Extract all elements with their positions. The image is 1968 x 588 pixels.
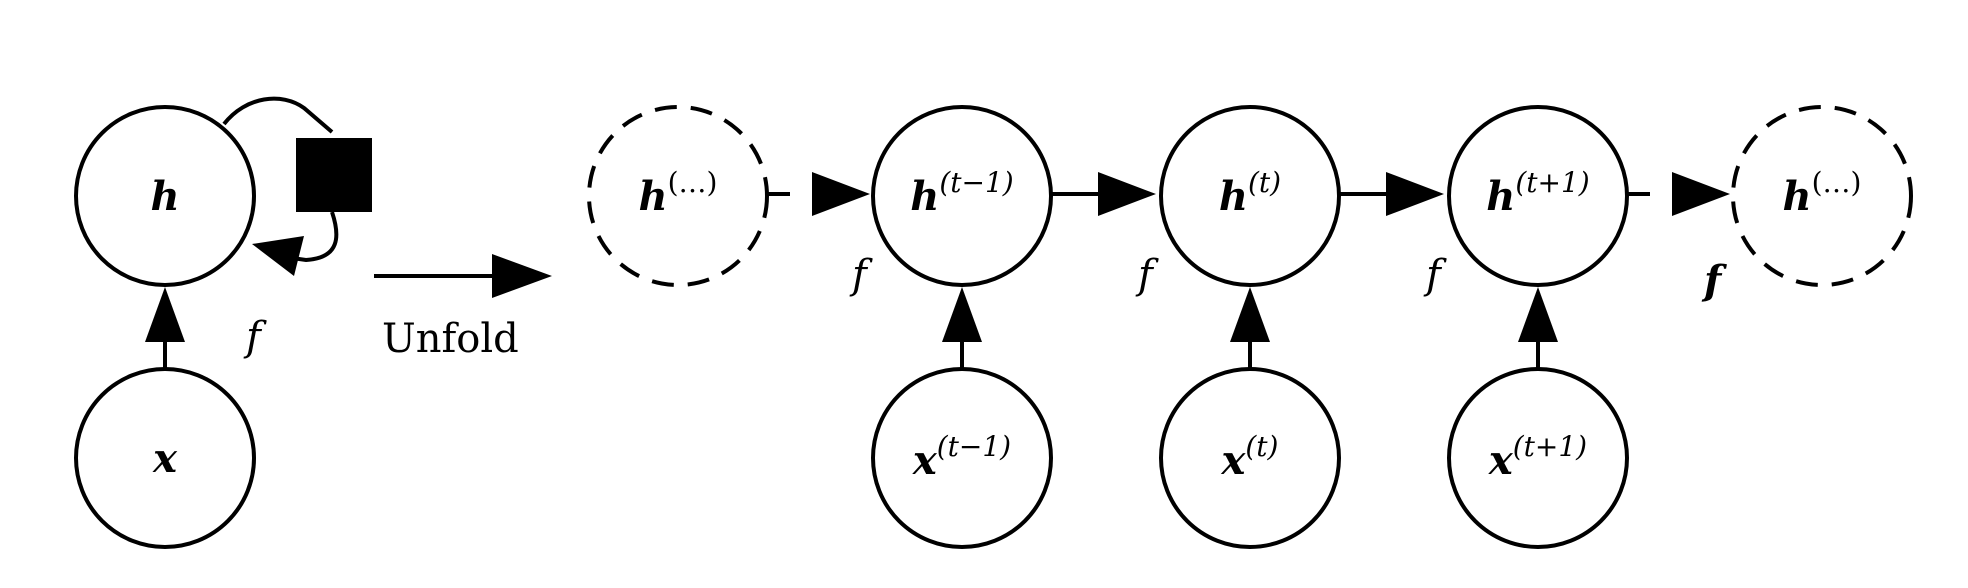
input-node-t-label: x(t) — [1221, 430, 1279, 484]
function-label-0: f — [849, 252, 873, 298]
hidden-node-t-plus-1 — [1447, 105, 1629, 287]
input-node-t — [1159, 367, 1341, 549]
hidden-node-prev-ellipsis — [587, 105, 769, 287]
input-node-t-plus-1-label: x(t+1) — [1488, 430, 1587, 484]
unfold-label: Unfold — [382, 316, 519, 362]
function-label-3: f — [1701, 257, 1727, 304]
hidden-node-prev-ellipsis-label: h(…) — [639, 166, 718, 220]
hidden-node-t-label: h(t) — [1219, 166, 1281, 220]
recurrence-loop-edge — [222, 96, 339, 263]
input-edge-arrowhead — [145, 287, 185, 342]
function-label-1: f — [1135, 252, 1159, 298]
recurrent-edge-0-arrowhead — [812, 172, 870, 216]
hidden-node-t — [1159, 105, 1341, 287]
hidden-node-next-ellipsis-label: h(…) — [1783, 166, 1862, 220]
folded-graph: h x f — [74, 96, 372, 549]
recurrence-arrowhead — [252, 236, 304, 276]
hidden-node-h — [74, 105, 256, 287]
recurrent-edge-1-arrowhead — [1098, 172, 1156, 216]
hidden-node-next-ellipsis — [1731, 105, 1913, 287]
input-edge-t-plus-1-arrowhead — [1518, 287, 1558, 342]
function-label-2: f — [1423, 252, 1447, 298]
unfold-arrow-group: Unfold — [374, 254, 552, 362]
recurrent-edge-2-arrowhead — [1386, 172, 1444, 216]
hidden-node-h-label: h — [150, 173, 179, 220]
unfold-arrowhead — [492, 254, 552, 298]
hidden-node-t-plus-1-label: h(t+1) — [1486, 166, 1589, 220]
input-edge-t-arrowhead — [1230, 287, 1270, 342]
hidden-node-t-minus-1-label: h(t−1) — [910, 166, 1013, 220]
input-node-x-label: x — [152, 435, 178, 482]
input-edge-t-minus-1-arrowhead — [942, 287, 982, 342]
hidden-node-t-minus-1 — [871, 105, 1053, 287]
input-node-t-minus-1-label: x(t−1) — [912, 430, 1011, 484]
unfolded-graph: h(…) h(t−1) h(t) h(t+1) h(…) f f f f — [587, 105, 1913, 549]
input-node-t-minus-1 — [871, 367, 1053, 549]
time-delay-square — [296, 138, 372, 212]
recurrent-edge-3-arrowhead — [1672, 172, 1730, 216]
input-node-t-plus-1 — [1447, 367, 1629, 549]
folded-function-label: f — [243, 314, 267, 360]
